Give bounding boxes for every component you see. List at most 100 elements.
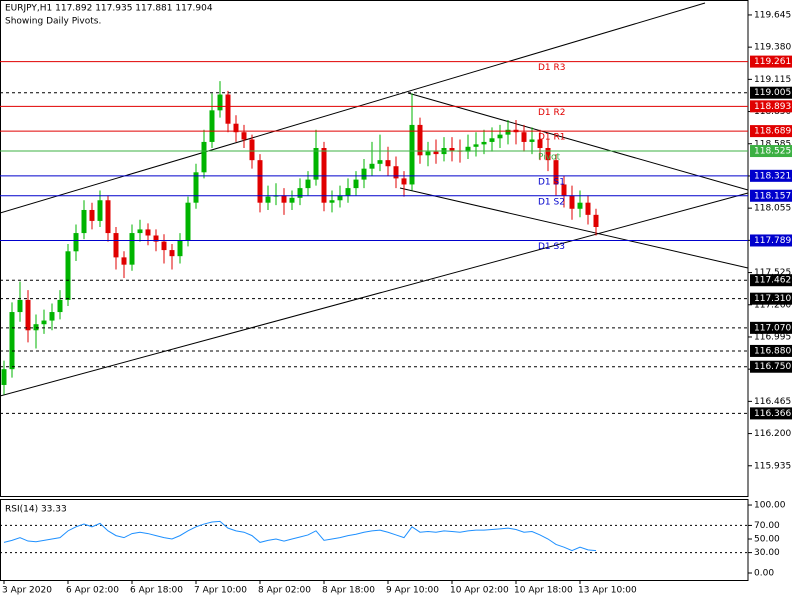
trendline [0,2,706,214]
candle-body [241,132,247,140]
candle-body [257,160,263,203]
level-price-label: 116.880 [754,346,791,356]
candle-body [537,139,543,149]
y-tick-label: 116.465 [754,397,791,407]
candle-body [65,251,71,300]
candle-body [369,163,375,169]
level-price-label: 117.310 [754,294,791,304]
trendline [0,192,749,397]
candle-body [49,312,55,321]
candle-body [89,209,95,221]
level-price-label: 119.005 [754,88,791,98]
candle-body [465,146,471,152]
rsi-tick-label: 100.00 [754,501,786,511]
candle-body [393,166,399,179]
candle-body [561,184,567,196]
level-price-box [750,145,792,158]
x-tick-label: 6 Apr 02:00 [66,586,119,596]
candle-body [481,141,487,145]
candle-body [329,200,335,203]
level-name: D1 R1 [538,133,566,143]
candle-body [361,168,367,180]
x-tick-label: 9 Apr 10:00 [386,586,439,596]
x-tick-label: 6 Apr 18:00 [130,586,183,596]
candle-body [209,110,215,142]
candle-body [249,139,255,161]
chart-subtitle: Showing Daily Pivots. [5,17,101,27]
rsi-tick-label: 30.00 [754,548,780,558]
candle-body [225,94,231,124]
y-tick-label: 117.260 [754,300,791,310]
candle-body [217,94,223,111]
candle-body [201,141,207,173]
main-frame [0,0,749,497]
y-tick-label: 116.995 [754,332,791,342]
candle-body [113,233,119,258]
y-tick-label: 119.380 [754,43,791,53]
level-price-box [750,86,792,99]
candle-body [353,179,359,189]
level-name: D1 S2 [538,197,565,207]
candle-body [297,188,303,198]
level-price-label: 118.689 [754,127,791,137]
level-price-label: 116.750 [754,362,791,372]
candle-body [553,160,559,185]
level-name: Pivot [538,153,561,163]
candle-body [529,139,535,142]
candle-body [105,200,111,234]
candle-body [569,195,575,209]
x-tick-label: 10 Apr 02:00 [450,586,509,596]
rsi-tick-label: 50.00 [754,535,780,545]
candle-body [433,151,439,155]
candle-body [137,229,143,234]
candle-body [505,129,511,135]
x-tick-label: 8 Apr 02:00 [258,586,311,596]
level-name: D1 R2 [538,108,566,118]
level-price-label: 118.893 [754,102,791,112]
candle-body [385,160,391,167]
candle-body [161,241,167,251]
level-price-box [750,292,792,305]
candle-body [449,148,455,151]
level-price-box [750,189,792,202]
candle-body [145,229,151,236]
y-tick-label: 118.055 [754,204,791,214]
candle-body [81,209,87,234]
candle-body [129,233,135,265]
candle-body [377,160,383,164]
candle-body [233,123,239,133]
candle-body [97,200,103,221]
level-price-label: 117.789 [754,236,791,246]
level-price-box [750,169,792,182]
candle-body [305,179,311,189]
candle-body [577,202,583,209]
candle-body [473,144,479,147]
candle-body [17,299,23,313]
candle-body [313,148,319,180]
chart-title: EURJPY,H1 117.892 117.935 117.881 117.90… [5,4,213,14]
level-name: D1 S3 [538,242,565,252]
candle-body [9,312,15,370]
rsi-label: RSI(14) 33.33 [5,505,67,515]
candle-body [425,151,431,156]
x-tick-label: 8 Apr 18:00 [322,586,375,596]
candle-body [73,233,79,252]
candle-body [185,202,191,241]
y-tick-label: 118.585 [754,139,791,149]
rsi-line [3,520,597,552]
y-tick-label: 117.525 [754,268,791,278]
candle-body [409,124,415,185]
level-price-box [750,55,792,68]
y-tick-label: 119.645 [754,10,791,20]
candle-body [193,172,199,203]
candle-body [177,240,183,257]
level-price-label: 118.525 [754,147,791,157]
y-tick-label: 116.200 [754,429,791,439]
x-tick-label: 3 Apr 2020 [2,586,52,596]
level-price-label: 118.157 [754,191,791,201]
level-price-label: 117.070 [754,323,791,333]
y-tick-label: 119.115 [754,75,791,85]
level-price-box [750,407,792,420]
candle-body [289,197,295,203]
